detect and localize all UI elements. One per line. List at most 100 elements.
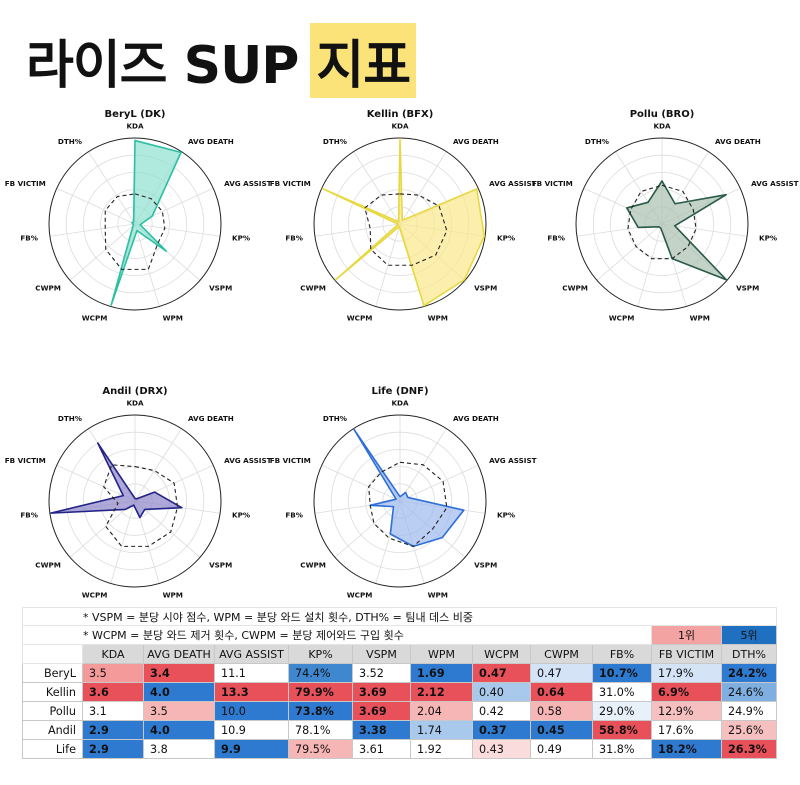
- stat-cell: 24.6%: [721, 682, 777, 702]
- axis-label: FB VICTIM: [270, 179, 311, 188]
- reference-polygon: [103, 464, 179, 547]
- grid-spoke: [69, 223, 136, 281]
- stat-cell: 73.8%: [288, 701, 353, 721]
- title-prefix: 라이즈 SUP: [26, 35, 299, 96]
- axis-label: WPM: [428, 591, 448, 600]
- table-row: Andil 2.9 4.0 10.9 78.1% 3.38 1.74 0.37 0.45 58.8…: [22, 720, 777, 740]
- stat-cell: 18.2%: [651, 739, 722, 759]
- stat-cell: 17.6%: [651, 720, 722, 740]
- title-highlight: 지표: [310, 22, 417, 98]
- stat-cell: 3.8: [143, 739, 215, 759]
- axis-label: DTH%: [323, 414, 347, 423]
- table-row: Life 2.9 3.8 9.9 79.5% 3.61 1.92 0.43 0.49 31.8% 1…: [22, 739, 777, 759]
- column-header: DTH%: [721, 644, 777, 664]
- radar-title: Andil (DRX): [102, 386, 167, 397]
- stat-cell: 29.0%: [592, 701, 652, 721]
- radar-chart-pollu: Pollu (BRO) KDA AVG DEATH AVG ASSIST KP% VSPM…: [532, 109, 799, 323]
- radar-title: Pollu (BRO): [630, 109, 695, 120]
- stat-cell: 78.1%: [288, 720, 353, 740]
- axis-label: KDA: [126, 399, 144, 408]
- axis-label: AVG ASSIST: [489, 179, 536, 188]
- grid-spoke: [134, 500, 201, 558]
- outer-ring: [575, 137, 749, 311]
- axis-label: FB%: [20, 510, 38, 519]
- table-note: * VSPM = 분당 시야 점수, WPM = 분당 와드 설치 횟수, DT…: [22, 607, 777, 626]
- grid-spoke: [399, 151, 447, 225]
- grid-spoke: [596, 223, 663, 281]
- stat-cell: 1.92: [410, 739, 473, 759]
- axis-label: AVG ASSIST: [751, 179, 798, 188]
- stat-cell: 24.2%: [721, 663, 777, 683]
- series-polygon: [49, 442, 183, 519]
- stat-cell: 3.1: [82, 701, 144, 721]
- table-row: Kellin 3.6 4.0 13.3 79.9% 3.69 2.12 0.40 0.64 31.…: [22, 682, 777, 702]
- stat-cell: 31.8%: [592, 739, 652, 759]
- stat-cell: 3.38: [352, 720, 411, 740]
- reference-polygon: [104, 193, 166, 270]
- table-row: BeryL 3.5 3.4 11.1 74.4% 3.52 1.69 0.47 0.47 10.7…: [22, 663, 777, 683]
- player-name: Pollu: [22, 701, 83, 721]
- axis-label: VSPM: [209, 284, 232, 293]
- grid-spoke: [69, 500, 136, 558]
- reference-polygon: [368, 461, 448, 548]
- stat-cell: 3.5: [82, 663, 144, 683]
- axis-label: AVG ASSIST: [489, 456, 536, 465]
- axis-label: FB VICTIM: [5, 456, 46, 465]
- series-polygon: [353, 428, 465, 548]
- grid-spoke: [637, 223, 663, 307]
- axis-label: KP%: [497, 510, 515, 519]
- stat-cell: 3.4: [143, 663, 215, 683]
- stat-cell: 79.9%: [288, 682, 353, 702]
- series-polygon: [110, 139, 182, 306]
- page-title: 라이즈 SUP 지표: [26, 22, 417, 98]
- stats-table: * VSPM = 분당 시야 점수, WPM = 분당 와드 설치 횟수, DT…: [22, 607, 777, 759]
- axis-label: VSPM: [474, 284, 497, 293]
- stat-cell: 3.69: [352, 682, 411, 702]
- column-header: KDA: [82, 644, 144, 664]
- stat-cell: 3.69: [352, 701, 411, 721]
- stat-cell: 24.9%: [721, 701, 777, 721]
- axis-label: AVG ASSIST: [224, 179, 271, 188]
- grid-spoke: [375, 223, 401, 307]
- player-name: Kellin: [22, 682, 83, 702]
- radar-chart-life: Life (DNF) KDA AVG DEATH AVG ASSIST KP% VSPM W…: [270, 386, 537, 600]
- radar-title: BeryL (DK): [105, 109, 166, 120]
- grid-spoke: [334, 500, 401, 558]
- axis-label: FB%: [20, 233, 38, 242]
- axis-label: AVG ASSIST: [224, 456, 271, 465]
- stat-cell: 2.9: [82, 739, 144, 759]
- stat-cell: 0.58: [530, 701, 593, 721]
- grid-spoke: [661, 223, 748, 237]
- axis-label: AVG DEATH: [453, 137, 499, 146]
- axis-label: KP%: [759, 233, 777, 242]
- stat-cell: 3.5: [143, 701, 215, 721]
- stat-cell: 0.64: [530, 682, 593, 702]
- axis-label: AVG DEATH: [188, 414, 234, 423]
- stat-cell: 11.1: [214, 663, 289, 683]
- stat-cell: 74.4%: [288, 663, 353, 683]
- stat-cell: 12.9%: [651, 701, 722, 721]
- radar-title: Kellin (BFX): [367, 109, 434, 120]
- axis-label: CWPM: [300, 561, 326, 570]
- reference-polygon: [364, 193, 448, 266]
- outer-ring: [313, 137, 487, 311]
- stat-cell: 0.45: [530, 720, 593, 740]
- stat-cell: 0.42: [472, 701, 531, 721]
- axis-label: VSPM: [209, 561, 232, 570]
- axis-label: FB%: [547, 233, 565, 242]
- column-header: FB%: [592, 644, 652, 664]
- player-name: BeryL: [22, 663, 83, 683]
- player-name: Life: [22, 739, 83, 759]
- column-header: VSPM: [352, 644, 411, 664]
- grid-spoke: [353, 151, 401, 225]
- axis-label: WPM: [428, 314, 448, 323]
- axis-label: CWPM: [35, 561, 61, 570]
- axis-label: KP%: [232, 510, 250, 519]
- grid-spoke: [399, 464, 479, 502]
- axis-label: DTH%: [58, 414, 82, 423]
- stat-cell: 0.47: [472, 663, 531, 683]
- stat-cell: 0.37: [472, 720, 531, 740]
- axis-label: AVG DEATH: [453, 414, 499, 423]
- stat-cell: 17.9%: [651, 663, 722, 683]
- stat-cell: 3.61: [352, 739, 411, 759]
